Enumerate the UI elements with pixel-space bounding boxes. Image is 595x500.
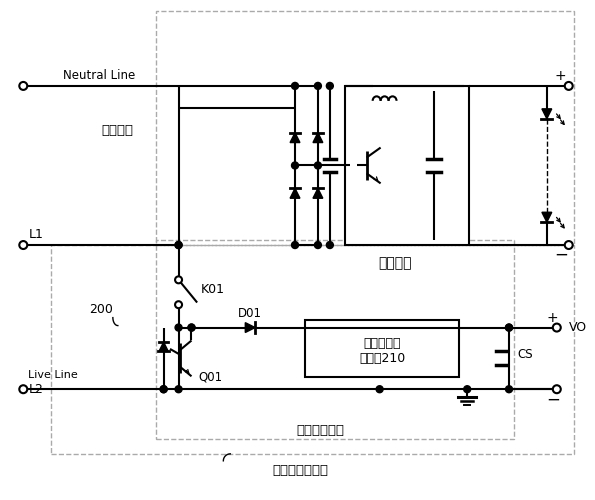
Circle shape [175,301,182,308]
Polygon shape [542,212,552,222]
Circle shape [292,162,299,169]
Circle shape [188,324,195,331]
Bar [156,12,574,245]
Text: −: − [554,246,568,264]
Bar [51,245,574,454]
Text: 交流输入: 交流输入 [101,124,133,137]
Circle shape [464,386,471,392]
Bar [156,240,514,439]
Text: +: + [547,310,559,324]
Circle shape [19,241,27,249]
Circle shape [19,82,27,90]
Text: L1: L1 [29,228,43,240]
Polygon shape [245,322,255,332]
Circle shape [553,324,560,332]
Circle shape [327,82,333,89]
Circle shape [553,385,560,393]
Text: 单火线供电电路: 单火线供电电路 [272,464,328,477]
Polygon shape [159,342,168,351]
Circle shape [175,242,182,248]
Circle shape [314,82,321,89]
Text: 200: 200 [89,303,113,316]
Polygon shape [290,188,300,198]
Circle shape [314,242,321,248]
Circle shape [19,385,27,393]
Circle shape [292,82,299,89]
Text: Neutral Line: Neutral Line [63,70,135,82]
Text: Live Line: Live Line [29,370,78,380]
Circle shape [327,242,333,248]
Circle shape [292,242,299,248]
Polygon shape [313,132,323,142]
Polygon shape [313,188,323,198]
Text: +: + [555,69,566,83]
Text: CS: CS [517,348,533,361]
Circle shape [565,82,573,90]
Circle shape [565,241,573,249]
Text: VO: VO [569,321,587,334]
Circle shape [314,162,321,169]
Text: −: − [546,390,560,408]
Text: 负载电路: 负载电路 [378,256,411,270]
Circle shape [188,324,195,331]
Text: 通态充电控: 通态充电控 [364,337,401,350]
Text: 制电路210: 制电路210 [359,352,405,365]
Bar [345,86,469,245]
Text: L2: L2 [29,382,43,396]
Circle shape [175,242,182,248]
Text: D01: D01 [238,307,262,320]
Circle shape [160,386,167,392]
Circle shape [175,276,182,283]
Text: 通态充电电路: 通态充电电路 [296,424,344,438]
Circle shape [506,324,512,331]
Text: K01: K01 [201,284,224,296]
Circle shape [175,324,182,331]
Text: Q01: Q01 [199,371,223,384]
Bar [305,320,459,378]
Circle shape [506,324,512,331]
Polygon shape [542,109,552,118]
Circle shape [175,386,182,392]
Circle shape [506,386,512,392]
Polygon shape [290,132,300,142]
Circle shape [160,386,167,392]
Circle shape [376,386,383,392]
